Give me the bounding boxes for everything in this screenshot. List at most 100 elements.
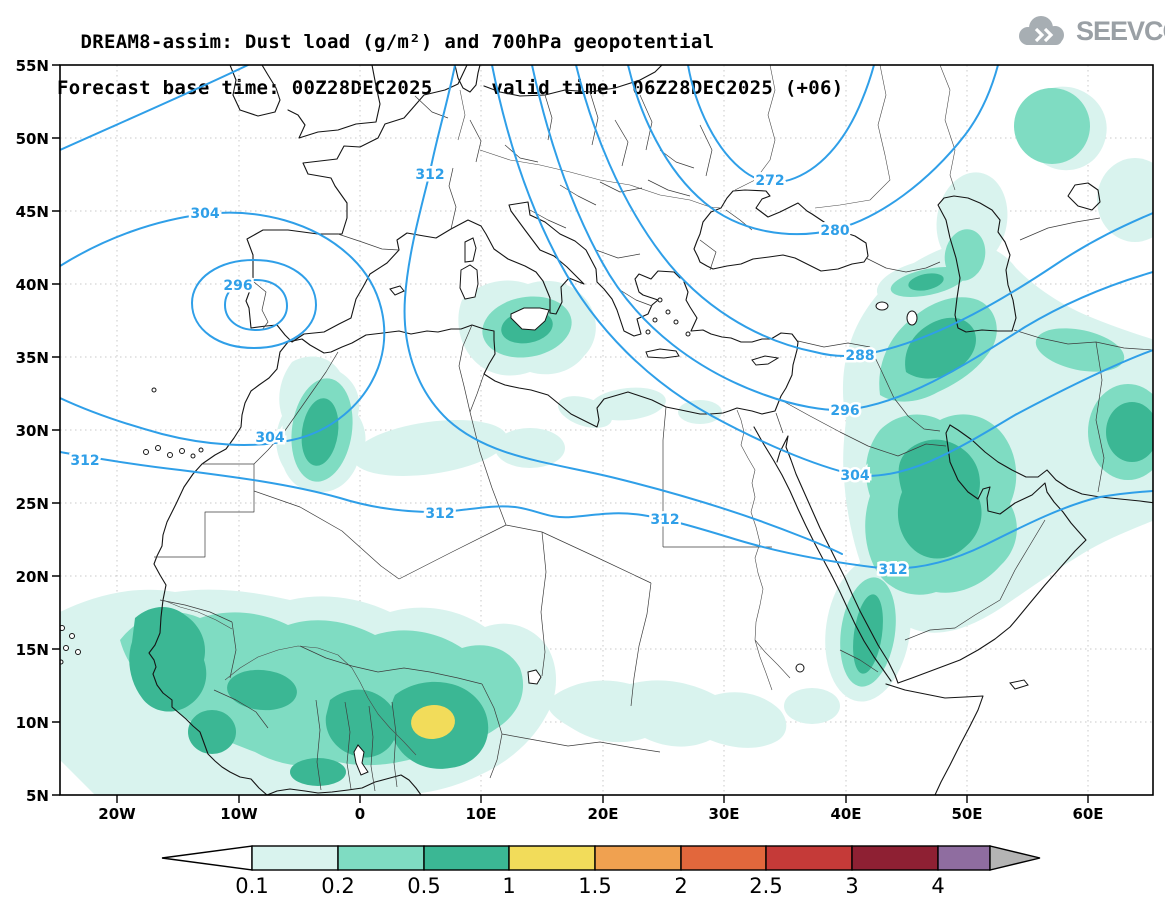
x-axis-label: 0 <box>355 805 365 823</box>
lake-van <box>875 301 889 311</box>
contour-nw-arc <box>60 65 249 151</box>
rivers <box>162 65 956 756</box>
cape-verde-islands <box>60 625 81 665</box>
colorbar-label: 3 <box>845 874 858 898</box>
contour-label: 296 <box>830 403 859 419</box>
coast-europe-med <box>245 65 681 343</box>
lake-tana <box>795 663 805 673</box>
colorbar-label: 0.1 <box>235 874 268 898</box>
sicily <box>510 307 550 331</box>
y-axis-label: 40N <box>16 276 49 294</box>
contour-label: 304 <box>255 430 284 446</box>
x-axis-label: 10E <box>465 805 496 823</box>
lake-urmia <box>906 310 918 326</box>
x-axis-label: 10W <box>220 805 258 823</box>
y-axis-label: 10N <box>16 714 49 732</box>
nile-river <box>736 409 791 691</box>
contour-labels: 312 304 296 272 280 288 296 304 312 304 … <box>68 165 910 581</box>
colorbar-segment <box>594 845 682 871</box>
contour-304-west-loop <box>60 211 386 446</box>
socotra <box>1009 679 1029 690</box>
contour-label: 272 <box>755 173 784 189</box>
contour-label: 312 <box>425 506 454 522</box>
y-axis-label: 15N <box>16 641 49 659</box>
coast-gulf-of-guinea <box>266 774 422 795</box>
chevrons-icon <box>1034 27 1054 43</box>
colorbar-label: 2 <box>674 874 687 898</box>
lake-chad <box>527 669 542 685</box>
colorbar-label: 1.5 <box>578 874 611 898</box>
contour-312-france <box>403 65 843 555</box>
sardinia <box>459 264 479 300</box>
europe-borders <box>253 91 753 331</box>
contour-label: 288 <box>845 348 874 364</box>
corsica <box>464 237 477 263</box>
contour-296-inner <box>224 279 288 331</box>
colorbar-labels: 0.1 0.2 0.5 1 1.5 2 2.5 3 4 <box>235 874 944 898</box>
country-borders <box>154 91 1153 792</box>
mallorca <box>389 285 405 296</box>
contour-label: 304 <box>190 206 219 222</box>
cloud-logo-icon <box>1019 16 1064 45</box>
seevccc-logo: SEEVCCC <box>1012 13 1165 49</box>
coast-somalia <box>885 683 984 795</box>
colorbar-segment <box>508 845 596 871</box>
coast-ireland <box>229 65 281 117</box>
colorbar-arrow-right <box>989 845 1041 871</box>
y-axis-label: 45N <box>16 203 49 221</box>
coast-arabia <box>897 424 1087 684</box>
coast-caspian <box>937 195 1017 333</box>
aegean-islands <box>645 297 691 337</box>
contour-288 <box>575 65 1153 357</box>
x-axis-label: 20E <box>587 805 618 823</box>
niger-river <box>224 645 417 756</box>
contour-label: 304 <box>840 468 869 484</box>
y-axis-label: 30N <box>16 422 49 440</box>
dnieper-river <box>734 65 776 191</box>
colorbar-segment <box>937 845 991 871</box>
madeira <box>151 387 157 393</box>
contour-304-east <box>491 65 1153 477</box>
dust-level-0p5 <box>129 273 1153 786</box>
chart-subtitle: Forecast base time: 00Z28DEC2025 valid t… <box>57 77 844 99</box>
colorbar: 0.1 0.2 0.5 1 1.5 2 2.5 3 4 <box>161 845 1041 898</box>
danube-river <box>479 149 722 209</box>
y-axis-label: 20N <box>16 568 49 586</box>
x-axis-label: 20W <box>98 805 136 823</box>
middle-east-borders <box>780 217 1153 641</box>
coast-iran-gulf <box>949 424 1153 504</box>
logo-text: SEEVCCC <box>1076 15 1165 46</box>
volga-river <box>939 65 956 191</box>
x-axis-label: 30E <box>708 805 739 823</box>
contour-272 <box>687 65 875 184</box>
x-axis: 20W 10W 0 10E 20E 30E 40E 50E 60E <box>98 805 1103 823</box>
contour-label: 312 <box>415 167 444 183</box>
don-river <box>814 65 891 209</box>
colorbar-label: 4 <box>931 874 944 898</box>
senegal-river <box>162 599 233 630</box>
y-axis-label: 55N <box>16 57 49 75</box>
cyprus <box>751 355 780 366</box>
y-axis-label: 5N <box>26 787 49 805</box>
coast-black-sea <box>693 189 869 272</box>
colorbar-label: 0.5 <box>407 874 440 898</box>
colorbar-label: 1 <box>502 874 515 898</box>
colorbar-arrow-left <box>161 845 253 871</box>
contour-label: 296 <box>223 278 252 294</box>
chart-title: DREAM8-assim: Dust load (g/m²) and 700hP… <box>80 31 715 53</box>
colorbar-segment <box>251 845 339 871</box>
coast-england <box>287 65 381 139</box>
geopotential-contours <box>60 65 1153 570</box>
contour-312-africa <box>60 451 1153 570</box>
contour-label: 312 <box>70 453 99 469</box>
x-axis-label: 50E <box>951 805 982 823</box>
contour-296-outer <box>191 259 317 349</box>
lake-volta <box>353 744 369 776</box>
coastlines <box>148 65 1153 795</box>
colorbar-segment <box>680 845 767 871</box>
colorbar-label: 0.2 <box>321 874 354 898</box>
dust-shading <box>60 86 1153 795</box>
canary-islands <box>143 445 204 459</box>
